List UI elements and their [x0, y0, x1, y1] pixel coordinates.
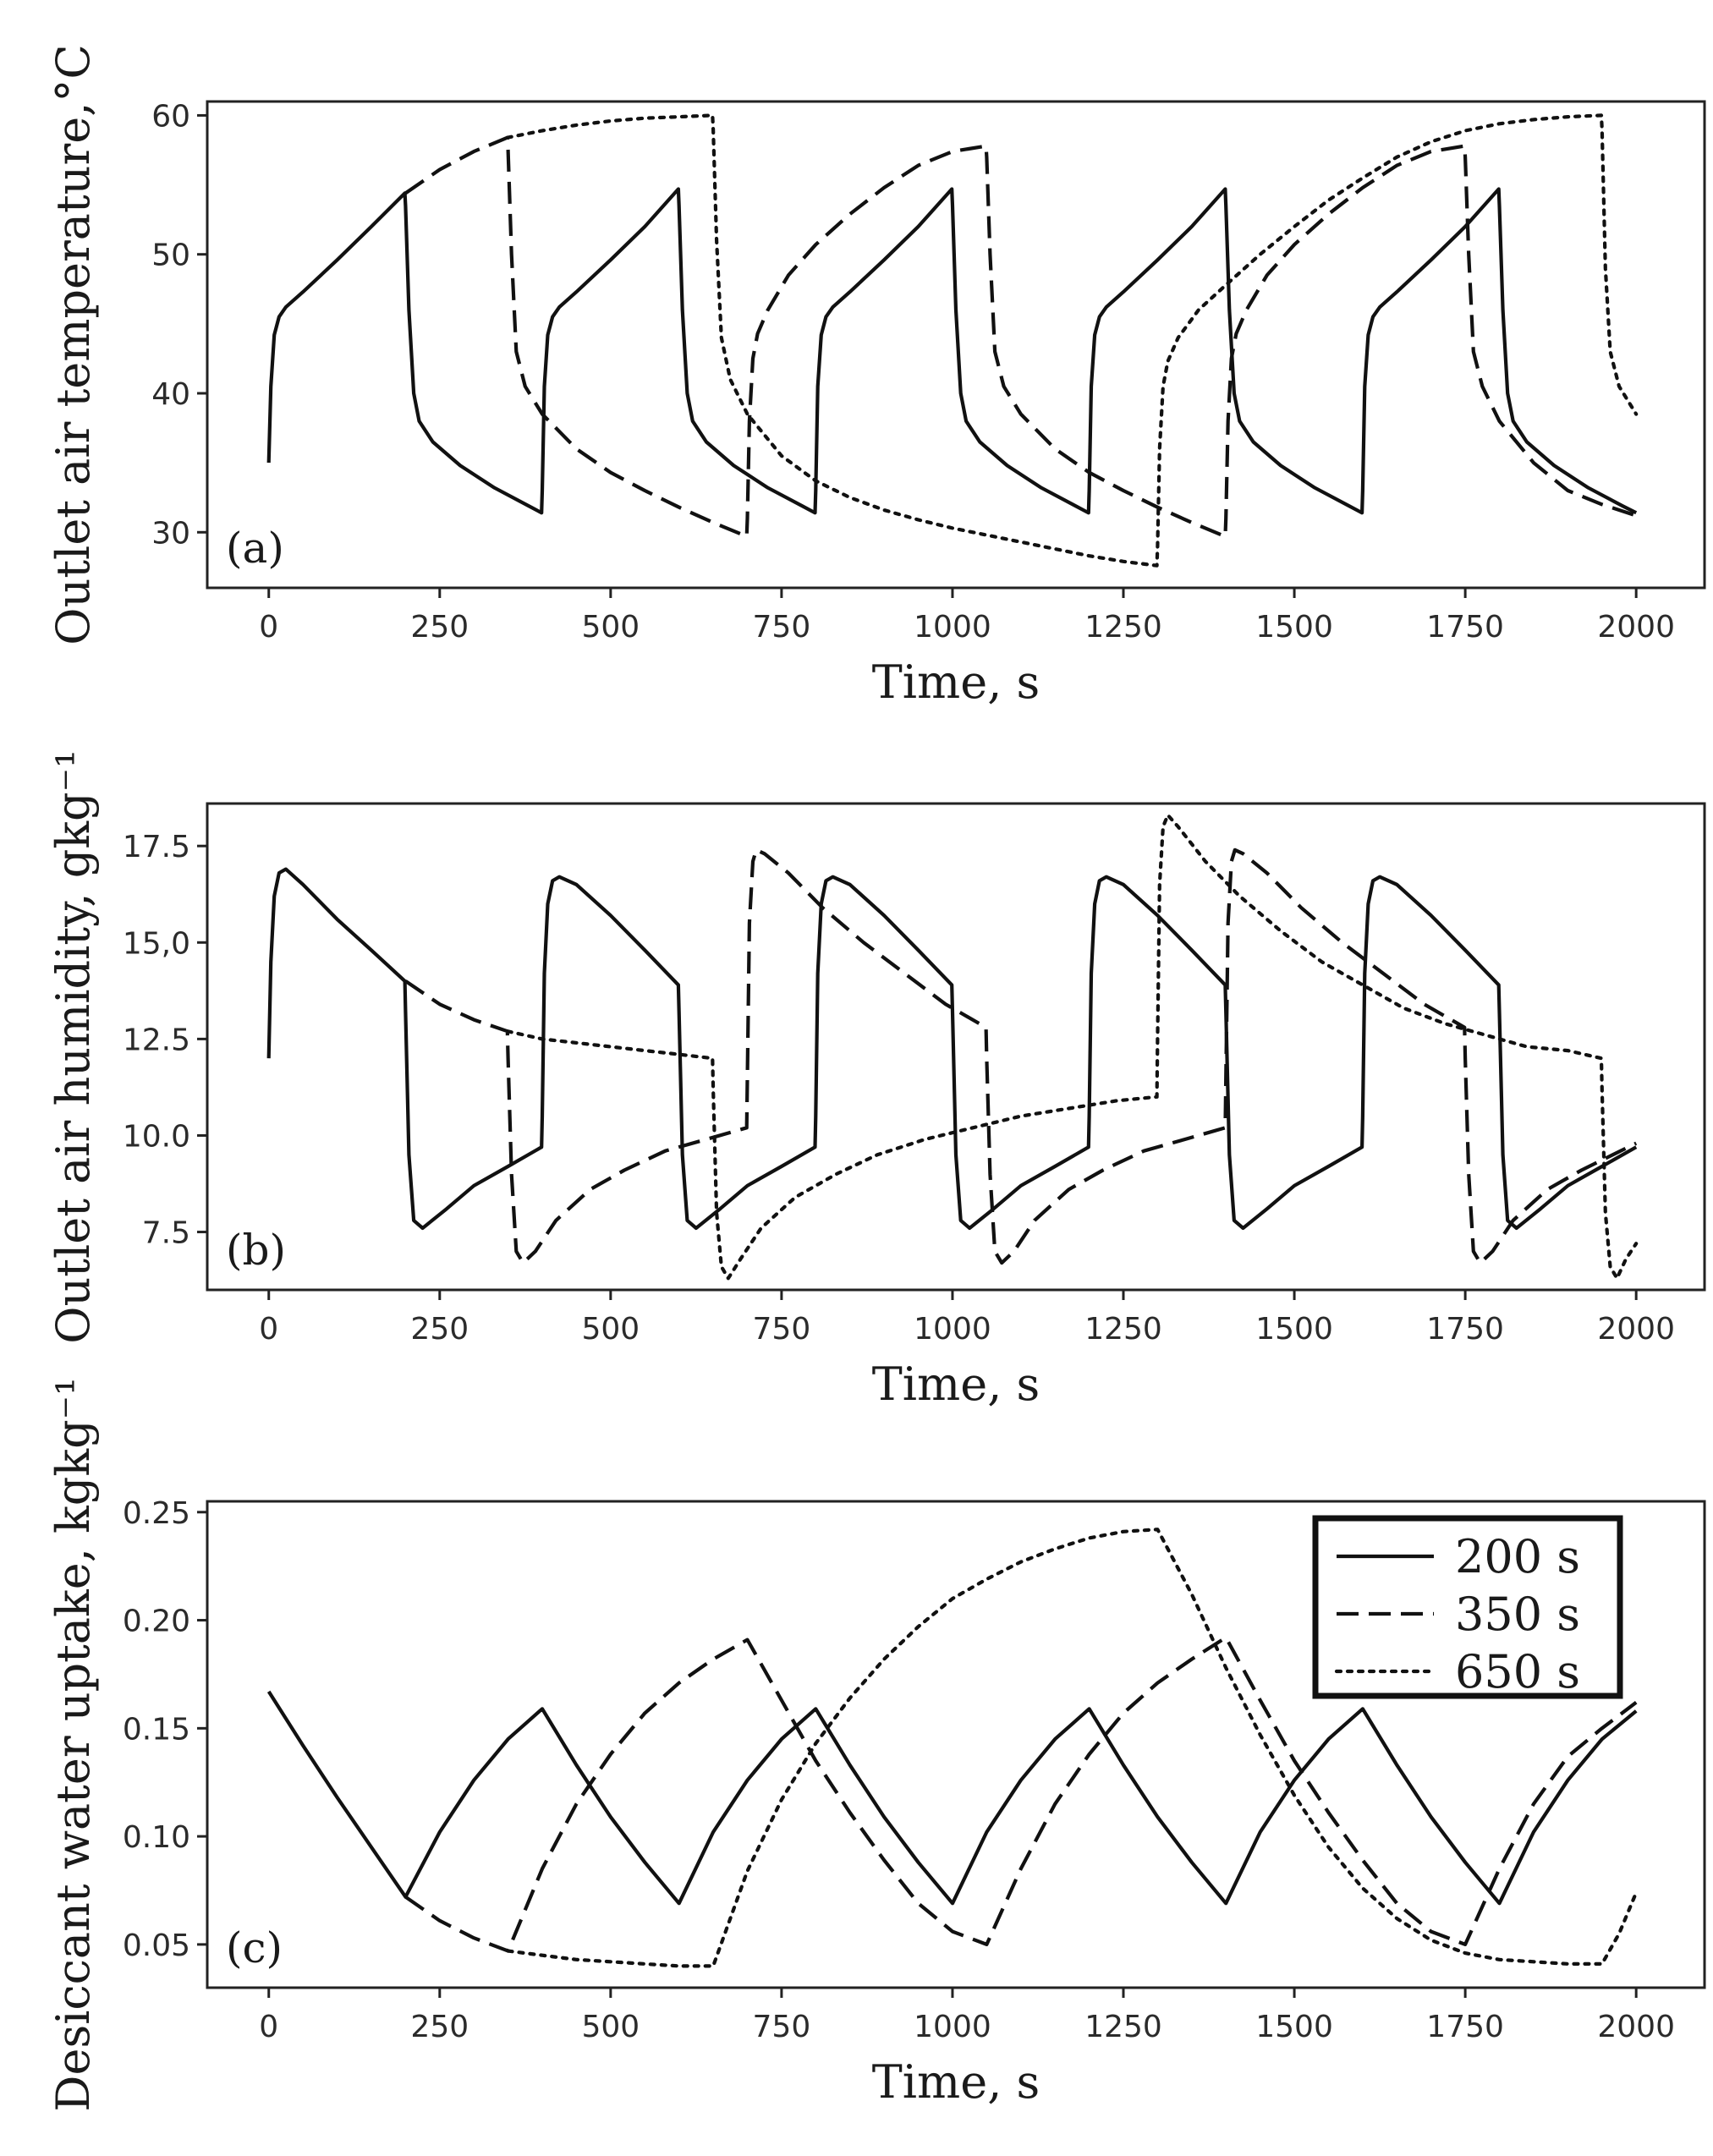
- series-line-650s: [505, 813, 1639, 1281]
- panel-b: 0 250 500 750 1000 1250 1500 1750 2000 7.5 10.0 12.…: [47, 749, 1706, 1411]
- x-tick-label: 1750: [1426, 610, 1504, 645]
- y-tick-label: 17.5: [123, 830, 190, 864]
- y-tick-label: 15,0: [123, 926, 190, 961]
- x-tick-label: 750: [753, 2010, 811, 2044]
- panel-label: (c): [226, 1923, 283, 1972]
- y-tick-label: 60: [151, 99, 190, 134]
- legend-box: [1312, 1515, 1623, 1699]
- y-tick-label: 50: [151, 239, 190, 273]
- plot-frame: [206, 1500, 1706, 1989]
- legend-label: 200 s: [1455, 1530, 1580, 1583]
- panel-a: 0 250 500 750 1000 1250 1500 1750 2000 30 40 50 60 Ti…: [47, 44, 1706, 709]
- series-line-350s: [404, 848, 1638, 1265]
- series-line-200s: [266, 867, 1638, 1231]
- y-tick-label: 30: [151, 516, 190, 551]
- x-tick-label: 1250: [1084, 1312, 1162, 1347]
- x-tick-label: 1500: [1255, 2010, 1333, 2044]
- series-line-200s: [266, 1690, 1638, 1906]
- plot-frame: [206, 802, 1706, 1292]
- series-line-350s: [404, 1635, 1638, 1953]
- x-tick-label: 0: [259, 2010, 278, 2044]
- y-axis-label: Outlet air humidity, gkg⁻¹: [47, 749, 100, 1344]
- panel-c: 0 250 500 750 1000 1250 1500 1750 2000 0.05 0.10 0.…: [47, 1377, 1706, 2112]
- x-tick-label: 250: [410, 1312, 469, 1347]
- legend-label: 650 s: [1455, 1645, 1580, 1698]
- x-tick-label: 1000: [914, 610, 991, 645]
- x-tick-label: 1750: [1426, 2010, 1504, 2044]
- plot-frame: [206, 100, 1706, 590]
- y-tick-label: 0.10: [123, 1820, 190, 1855]
- x-tick-label: 1000: [914, 1312, 991, 1347]
- x-tick-label: 1000: [914, 2010, 991, 2044]
- x-axis-label: Time, s: [872, 656, 1040, 709]
- y-tick-label: 12.5: [123, 1023, 190, 1057]
- series-line-350s: [404, 135, 1637, 539]
- y-tick-label: 0.15: [123, 1712, 190, 1747]
- y-tick-label: 0.05: [123, 1928, 190, 1963]
- y-tick-label: 0.25: [123, 1496, 190, 1531]
- x-tick-label: 2000: [1597, 610, 1675, 645]
- x-axis-label: Time, s: [872, 1358, 1040, 1411]
- series-line-650s: [506, 1528, 1639, 1968]
- x-tick-label: 0: [259, 610, 278, 645]
- x-tick-label: 1750: [1426, 1312, 1504, 1347]
- x-tick-label: 750: [753, 610, 811, 645]
- y-tick-label: 40: [151, 377, 190, 412]
- x-tick-label: 2000: [1597, 1312, 1675, 1347]
- legend-label: 350 s: [1455, 1588, 1580, 1641]
- x-tick-label: 1500: [1255, 610, 1333, 645]
- y-tick-label: 7.5: [142, 1216, 190, 1251]
- x-tick-label: 500: [581, 2010, 640, 2044]
- y-tick-label: 0.20: [123, 1605, 190, 1639]
- panel-label: (b): [226, 1226, 286, 1275]
- y-axis-label: Desiccant water uptake, kgkg⁻¹: [47, 1377, 100, 2112]
- x-tick-label: 250: [410, 2010, 469, 2044]
- x-tick-label: 2000: [1597, 2010, 1675, 2044]
- x-axis-label: Time, s: [872, 2055, 1040, 2109]
- series-line-200s: [266, 187, 1638, 515]
- x-tick-label: 500: [581, 1312, 640, 1347]
- x-tick-label: 250: [410, 610, 469, 645]
- x-tick-label: 1250: [1084, 610, 1162, 645]
- y-tick-label: 10.0: [123, 1119, 190, 1154]
- series-line-650s: [505, 113, 1639, 568]
- x-tick-label: 500: [581, 610, 640, 645]
- panel-label: (a): [226, 524, 284, 573]
- x-tick-label: 1250: [1084, 2010, 1162, 2044]
- x-tick-label: 0: [259, 1312, 278, 1347]
- x-tick-label: 750: [753, 1312, 811, 1347]
- y-axis-label: Outlet air temperature,°C: [47, 44, 100, 645]
- x-tick-label: 1500: [1255, 1312, 1333, 1347]
